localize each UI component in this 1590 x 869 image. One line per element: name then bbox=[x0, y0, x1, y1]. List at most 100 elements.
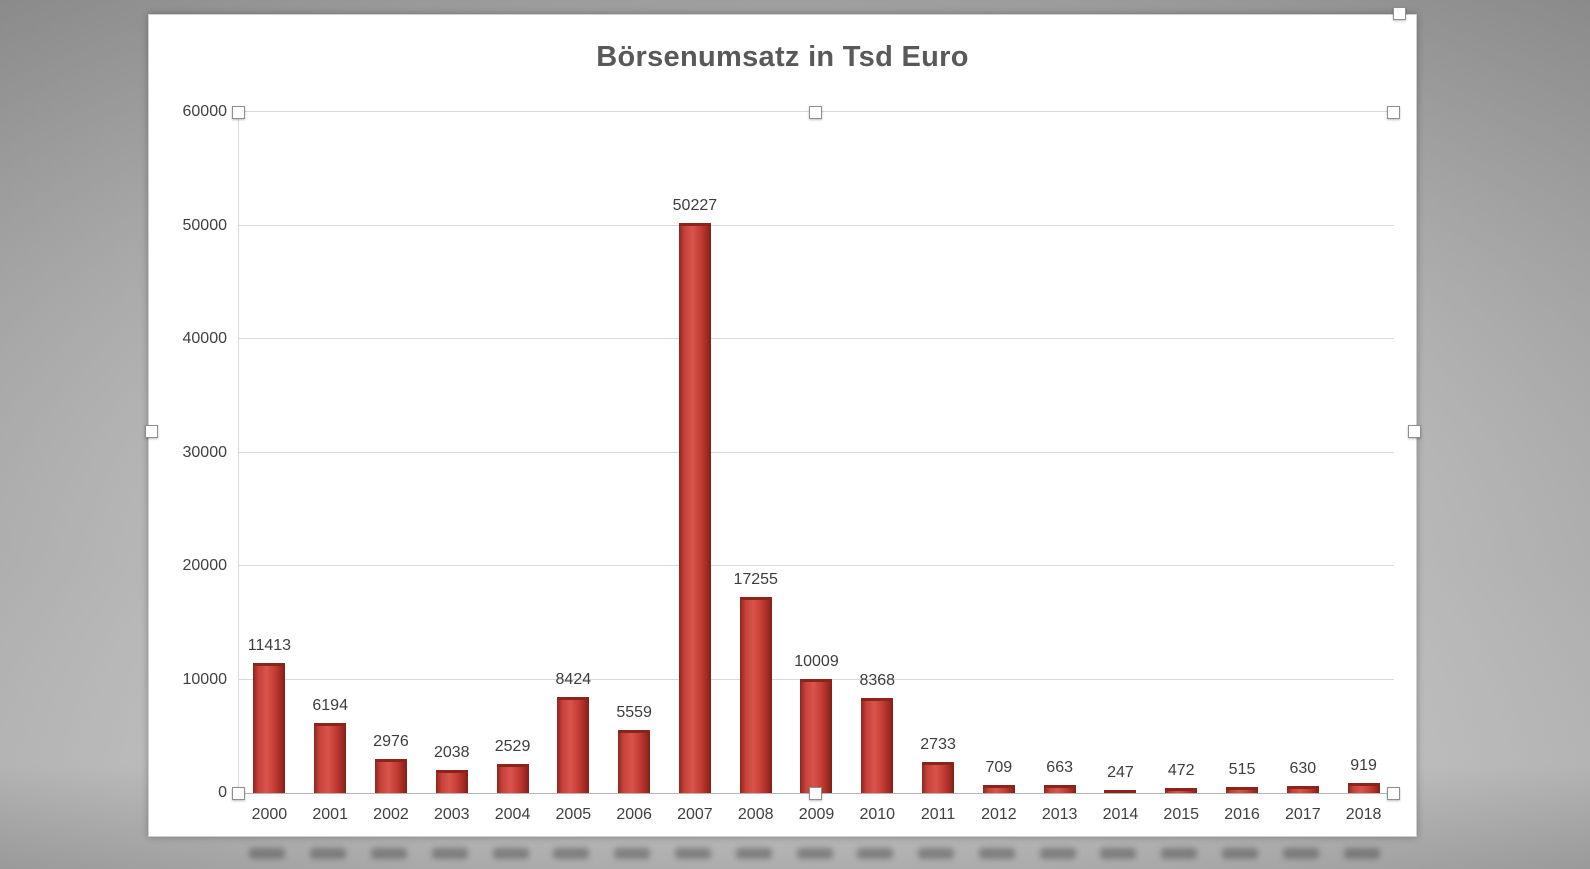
bar-value-label: 709 bbox=[985, 758, 1013, 776]
reflection-blob bbox=[310, 848, 347, 859]
bar[interactable] bbox=[496, 764, 529, 793]
x-tick-label: 2016 bbox=[1224, 806, 1260, 823]
reflection-blob bbox=[249, 848, 286, 859]
selection-handle[interactable] bbox=[145, 425, 158, 438]
bar[interactable] bbox=[435, 769, 468, 793]
bar[interactable] bbox=[1347, 782, 1380, 793]
bar[interactable] bbox=[1165, 787, 1198, 793]
bar-column: 630 bbox=[1272, 112, 1333, 793]
selection-handle[interactable] bbox=[1393, 7, 1406, 20]
x-tick-label: 2008 bbox=[737, 806, 774, 823]
reflection-blob bbox=[1343, 848, 1380, 859]
bar-column: 515 bbox=[1212, 112, 1273, 793]
bar-column: 6194 bbox=[300, 112, 361, 793]
bar[interactable] bbox=[374, 759, 407, 793]
selection-handle[interactable] bbox=[809, 106, 822, 119]
x-tick-label: 2015 bbox=[1163, 806, 1200, 823]
bar-column: 709 bbox=[968, 112, 1029, 793]
bar-value-label: 10009 bbox=[794, 653, 839, 671]
gridline bbox=[239, 565, 1394, 566]
bar[interactable] bbox=[1043, 785, 1076, 793]
bar[interactable] bbox=[253, 663, 286, 793]
gridline bbox=[239, 338, 1394, 339]
chart-title[interactable]: Börsenumsatz in Tsd Euro bbox=[596, 41, 969, 73]
bar[interactable] bbox=[800, 679, 833, 793]
bar-value-label: 663 bbox=[1046, 759, 1073, 777]
bar-value-label: 11413 bbox=[247, 637, 292, 655]
bar[interactable] bbox=[861, 698, 894, 793]
y-tick-label: 10000 bbox=[182, 670, 228, 688]
reflection-blob bbox=[1039, 848, 1076, 859]
x-tick-label: 2006 bbox=[616, 806, 652, 823]
bar-value-label: 515 bbox=[1228, 761, 1256, 779]
reflection-blob bbox=[674, 848, 711, 859]
bar-column: 8424 bbox=[543, 112, 604, 793]
bar[interactable] bbox=[678, 222, 711, 793]
selection-handle[interactable] bbox=[1408, 425, 1421, 438]
bar-column: 2529 bbox=[482, 112, 543, 793]
bar-column: 17255 bbox=[725, 112, 786, 793]
bar[interactable] bbox=[739, 597, 772, 793]
bar[interactable] bbox=[557, 697, 590, 793]
y-tick-label: 30000 bbox=[182, 443, 228, 461]
bar-value-label: 8424 bbox=[555, 671, 592, 689]
gridline bbox=[239, 451, 1394, 453]
y-tick-label: 0 bbox=[218, 784, 227, 801]
selection-handle[interactable] bbox=[1387, 787, 1400, 800]
reflection-blob bbox=[1161, 848, 1198, 859]
gridline bbox=[239, 678, 1394, 680]
reflection-blob bbox=[796, 848, 833, 859]
reflection-blob bbox=[978, 848, 1015, 859]
x-tick-label: 2017 bbox=[1285, 806, 1321, 823]
selection-handle[interactable] bbox=[232, 787, 245, 800]
x-tick-label: 2003 bbox=[433, 806, 470, 823]
bar-column: 10009 bbox=[786, 112, 847, 793]
bar[interactable] bbox=[1104, 790, 1137, 793]
reflection-blob bbox=[370, 848, 407, 859]
gridline bbox=[239, 224, 1394, 226]
bar[interactable] bbox=[1226, 787, 1259, 793]
reflection-blob bbox=[857, 848, 894, 859]
bar[interactable] bbox=[1286, 785, 1319, 793]
reflection-blob bbox=[735, 848, 772, 859]
bar-value-label: 247 bbox=[1107, 764, 1134, 782]
bar-column: 472 bbox=[1151, 112, 1212, 793]
x-tick-label: 2018 bbox=[1345, 806, 1382, 823]
selection-handle[interactable] bbox=[232, 106, 245, 119]
bar-column: 919 bbox=[1333, 112, 1394, 793]
bar[interactable] bbox=[618, 729, 651, 793]
x-tick-label: 2011 bbox=[920, 806, 956, 823]
x-tick-label: 2012 bbox=[981, 806, 1017, 823]
selection-handle[interactable] bbox=[1387, 106, 1400, 119]
bar-value-label: 630 bbox=[1289, 759, 1317, 777]
bar-value-label: 472 bbox=[1167, 761, 1195, 779]
bar[interactable] bbox=[314, 722, 347, 793]
chart-object[interactable]: Börsenumsatz in Tsd Euro 0 10000 20000 3000… bbox=[145, 7, 1421, 837]
bar-column: 2976 bbox=[361, 112, 422, 793]
y-tick-label: 20000 bbox=[182, 557, 228, 574]
y-tick-label: 40000 bbox=[182, 330, 228, 347]
y-tick-label: 50000 bbox=[182, 216, 228, 234]
bar[interactable] bbox=[922, 761, 955, 793]
selection-handle[interactable] bbox=[809, 787, 822, 800]
reflection-blob bbox=[1282, 848, 1319, 859]
bar-value-label: 2976 bbox=[373, 733, 409, 751]
bar[interactable] bbox=[982, 784, 1015, 793]
bar-column: 11413 bbox=[239, 112, 300, 793]
bar-value-label: 50227 bbox=[672, 196, 718, 214]
bar-value-label: 17255 bbox=[733, 571, 778, 589]
reflection-blob bbox=[1100, 848, 1137, 859]
plot-area[interactable]: 0 10000 20000 30000 40000 50000 60000 11413 2000… bbox=[183, 104, 1394, 823]
bar-column: 5559 bbox=[604, 112, 665, 793]
bar-value-label: 6194 bbox=[312, 696, 348, 714]
reflection-blob bbox=[492, 848, 529, 859]
reflection-blob bbox=[1222, 848, 1259, 859]
y-tick-label: 60000 bbox=[182, 103, 228, 120]
reflection-blob bbox=[918, 848, 955, 859]
x-tick-label: 2010 bbox=[859, 806, 896, 823]
chart-reflection bbox=[237, 845, 1392, 863]
bar-value-label: 2038 bbox=[433, 743, 470, 761]
bar-value-label: 2529 bbox=[494, 738, 531, 756]
bar-value-label: 5559 bbox=[616, 703, 652, 721]
bar-column: 2038 bbox=[421, 112, 482, 793]
